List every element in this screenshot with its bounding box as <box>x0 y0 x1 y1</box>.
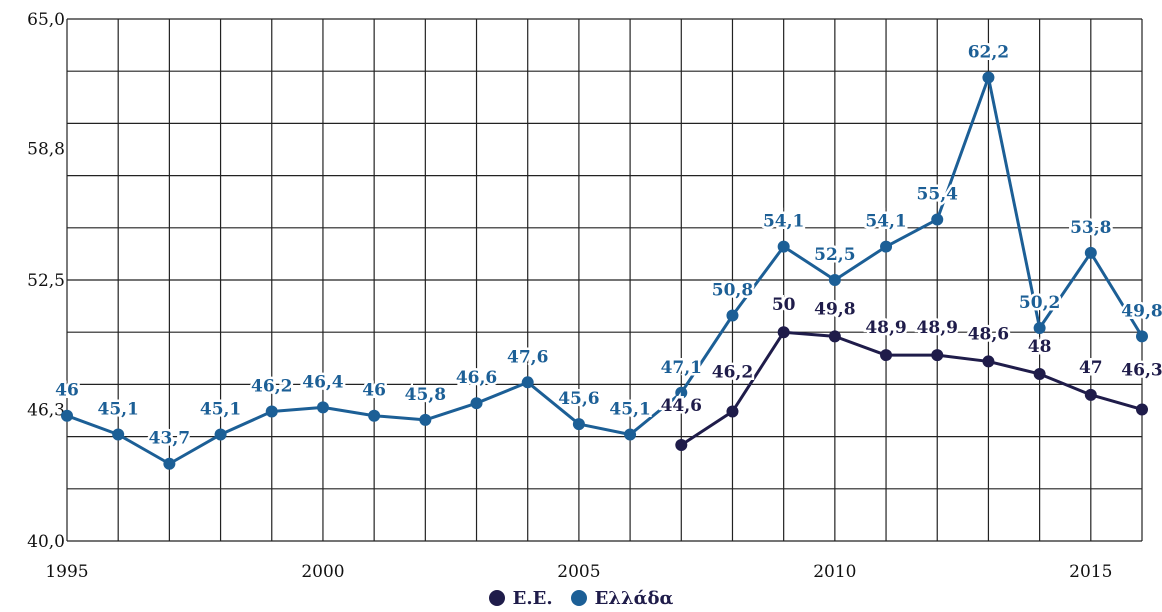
y-tick-label: 58,8 <box>27 139 65 159</box>
series-lines <box>66 75 1144 466</box>
x-tick-label: 2015 <box>1069 562 1112 582</box>
data-label: 47,6 <box>507 347 548 367</box>
data-point <box>1033 322 1046 335</box>
data-label: 53,8 <box>1070 218 1111 238</box>
data-point <box>1084 388 1097 401</box>
data-label: 46,2 <box>251 377 292 397</box>
data-point <box>214 428 227 441</box>
data-point <box>880 240 893 253</box>
data-point <box>1084 246 1097 259</box>
data-point <box>61 409 73 422</box>
series-points <box>61 71 1148 470</box>
data-point <box>112 428 125 441</box>
data-label: 45,8 <box>405 385 446 405</box>
data-label: 45,1 <box>97 400 138 420</box>
data-point <box>777 326 790 339</box>
data-label: 48,9 <box>917 318 958 338</box>
series-line <box>66 75 1144 466</box>
data-point <box>675 386 688 399</box>
data-label: 48 <box>1028 337 1052 357</box>
data-point <box>521 376 534 389</box>
data-label: 45,1 <box>200 400 241 420</box>
data-label: 50,8 <box>712 280 753 300</box>
data-point <box>828 330 841 343</box>
data-labels: 44,6 46,2 50 49,8 48,9 48,9 48,6 48 47 46,3 46 45,1… <box>53 40 1162 451</box>
data-point <box>828 274 841 286</box>
x-tick-label: 2010 <box>813 562 856 582</box>
legend: Ε.Ε. Ελλάδα <box>0 584 1162 612</box>
data-label: 46,6 <box>456 368 497 388</box>
legend-item-greece: Ελλάδα <box>570 587 674 609</box>
grid <box>66 18 1143 542</box>
data-point <box>726 405 739 418</box>
data-label: 46 <box>55 381 79 401</box>
data-point <box>316 401 329 414</box>
data-point <box>624 428 637 441</box>
legend-label-greece: Ελλάδα <box>594 587 674 609</box>
series-line <box>680 330 1143 447</box>
data-point <box>931 349 944 362</box>
data-label: 49,8 <box>814 299 855 319</box>
data-label: 50,2 <box>1019 293 1060 313</box>
data-label: 55,4 <box>917 184 959 204</box>
data-label: 46,3 <box>1121 360 1162 380</box>
data-point <box>265 405 278 418</box>
data-point <box>931 213 944 226</box>
data-label: 50 <box>772 295 796 315</box>
data-label: 44,6 <box>661 396 702 416</box>
x-axis-ticks: 1995 2000 2005 2010 2015 <box>45 562 1112 582</box>
data-point <box>572 418 585 431</box>
data-point <box>1033 367 1046 380</box>
data-point <box>470 397 483 410</box>
data-point <box>419 413 432 426</box>
legend-swatch-greece <box>570 590 587 606</box>
legend-label-ee: Ε.Ε. <box>512 587 553 609</box>
data-point <box>368 409 381 422</box>
data-point <box>1136 330 1148 343</box>
data-label: 46,4 <box>302 372 344 392</box>
data-label: 47,1 <box>661 358 702 378</box>
legend-swatch-ee <box>488 590 505 606</box>
data-label: 46,2 <box>712 363 753 383</box>
x-tick-label: 2000 <box>301 562 344 582</box>
data-point <box>163 457 176 470</box>
data-label: 49,8 <box>1121 301 1162 321</box>
data-label: 46 <box>362 381 386 401</box>
y-axis-ticks: 40,0 46,3 52,5 58,8 65,0 <box>27 10 65 552</box>
data-point <box>982 355 995 368</box>
data-label: 45,6 <box>558 389 599 409</box>
data-label: 52,5 <box>814 245 855 265</box>
data-point <box>880 349 893 362</box>
data-point <box>982 71 995 84</box>
x-tick-label: 1995 <box>45 562 88 582</box>
y-tick-label: 46,3 <box>27 400 65 420</box>
data-point <box>726 309 739 322</box>
data-point <box>675 438 688 451</box>
y-tick-label: 40,0 <box>27 532 65 552</box>
data-point <box>1136 403 1148 416</box>
data-label: 54,1 <box>763 212 804 232</box>
legend-item-ee: Ε.Ε. <box>488 587 553 609</box>
data-label: 45,1 <box>609 400 650 420</box>
data-label: 48,6 <box>968 324 1009 344</box>
data-label: 48,9 <box>865 318 906 338</box>
data-point <box>777 240 790 253</box>
data-label: 43,7 <box>149 429 190 449</box>
x-tick-label: 2005 <box>557 562 600 582</box>
data-label: 47 <box>1079 358 1103 378</box>
data-label: 54,1 <box>865 212 906 232</box>
y-tick-label: 52,5 <box>27 271 65 291</box>
y-tick-label: 65,0 <box>27 10 65 30</box>
data-label: 62,2 <box>968 42 1009 62</box>
